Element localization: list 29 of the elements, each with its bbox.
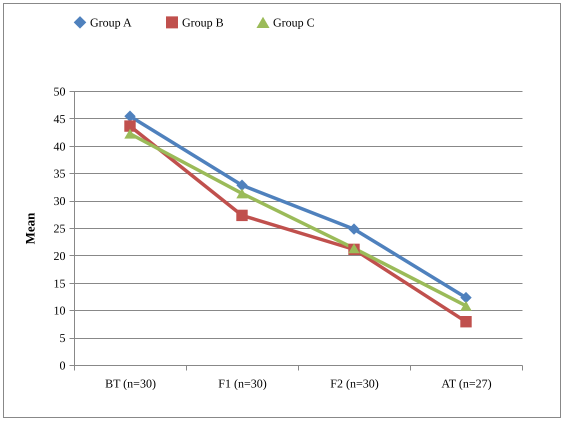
x-tick-label: F1 (n=30) xyxy=(218,376,267,390)
y-tick-label: 50 xyxy=(54,84,66,98)
point xyxy=(460,300,472,311)
y-tick-label: 15 xyxy=(54,276,66,290)
legend-label: Group C xyxy=(273,16,315,30)
y-tick-label: 45 xyxy=(54,112,66,126)
x-tick-label: AT (n=27) xyxy=(441,376,492,390)
x-tick-label: BT (n=30) xyxy=(105,376,156,390)
y-tick-label: 10 xyxy=(54,304,66,318)
y-tick-label: 0 xyxy=(60,358,66,372)
point xyxy=(460,292,472,304)
y-axis-title: Mean xyxy=(22,212,38,244)
point xyxy=(348,223,360,235)
point xyxy=(460,316,472,328)
y-tick-label: 30 xyxy=(54,194,66,208)
y-tick-label: 20 xyxy=(54,248,66,263)
point xyxy=(236,180,248,191)
point xyxy=(124,120,136,132)
y-tick-label: 5 xyxy=(60,331,66,346)
y-tick-label: 35 xyxy=(54,166,66,181)
y-tick-label: 25 xyxy=(54,222,66,236)
y-tick-label: 40 xyxy=(54,139,66,154)
legend-label: Group B xyxy=(182,15,224,30)
point xyxy=(236,188,248,198)
x-tick-label: F2 (n=30) xyxy=(330,376,379,390)
point xyxy=(236,210,248,222)
point xyxy=(124,128,136,139)
legend-label: Group A xyxy=(90,15,132,30)
point xyxy=(124,110,136,122)
